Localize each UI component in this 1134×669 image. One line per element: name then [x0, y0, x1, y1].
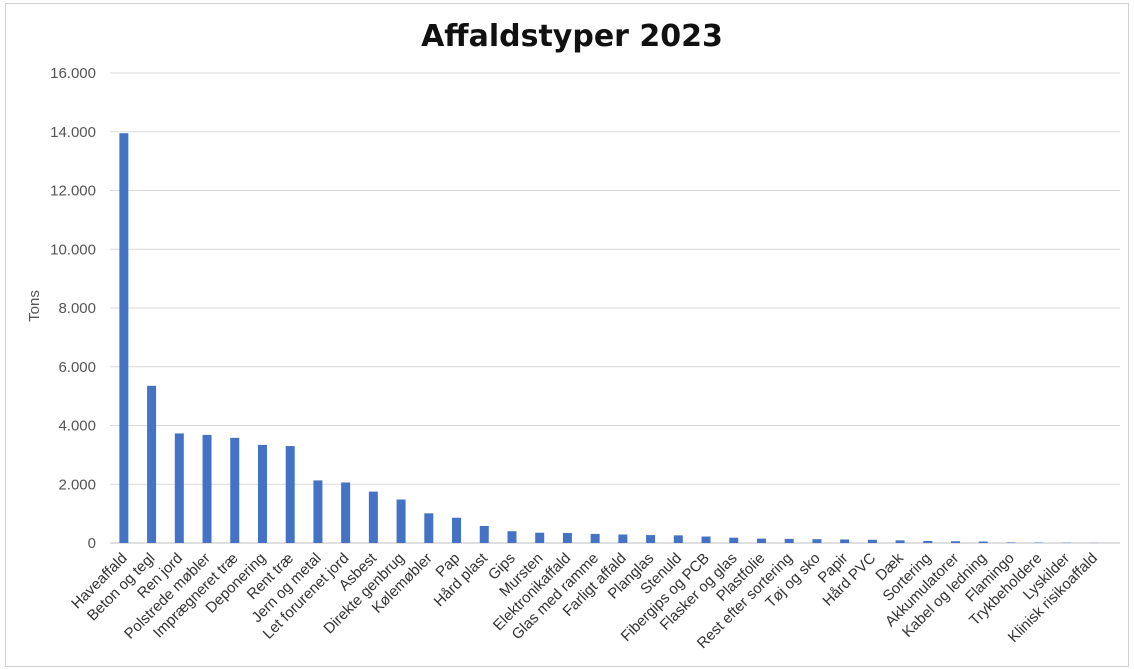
- bar: [507, 531, 517, 543]
- bar: [479, 525, 489, 543]
- bar: [923, 540, 933, 543]
- bar: [867, 539, 877, 543]
- y-tick-label: 4.000: [58, 418, 96, 435]
- bar: [341, 482, 351, 543]
- bar: [257, 444, 267, 543]
- bar: [562, 533, 572, 543]
- bar: [202, 434, 212, 543]
- y-tick-label: 14.000: [50, 124, 96, 141]
- bar: [756, 538, 766, 543]
- y-tick-label: 10.000: [50, 241, 96, 258]
- chart-frame: [5, 3, 1129, 667]
- bar: [424, 513, 434, 543]
- bar: [729, 537, 739, 543]
- y-tick-label: 16.000: [50, 65, 96, 82]
- bar: [618, 534, 628, 543]
- bar: [174, 433, 184, 543]
- bar: [119, 133, 129, 543]
- bar: [230, 437, 240, 543]
- bar: [535, 532, 545, 543]
- y-tick-label: 0: [88, 535, 96, 552]
- chart-title: Affaldstyper 2023: [421, 19, 723, 54]
- bars: [119, 133, 1099, 543]
- bar: [590, 533, 600, 543]
- y-tick-label: 8.000: [58, 300, 96, 317]
- bar: [784, 538, 794, 543]
- bar: [840, 539, 850, 543]
- y-tick-label: 6.000: [58, 359, 96, 376]
- bar: [701, 536, 711, 543]
- bar: [368, 491, 378, 543]
- x-tick-label: Hård plast: [431, 549, 492, 610]
- bar: [673, 535, 683, 543]
- y-tick-label: 12.000: [50, 183, 96, 200]
- bar: [812, 539, 822, 543]
- y-axis-ticks: 0 2.000 4.000 6.000 8.000 10.000 12.000 14.000 1…: [50, 65, 96, 552]
- y-axis-label: Tons: [26, 290, 43, 322]
- bar: [313, 480, 323, 543]
- bar: [396, 499, 406, 543]
- bar: [951, 541, 961, 543]
- bar: [646, 535, 656, 543]
- y-tick-label: 2.000: [58, 476, 96, 493]
- bar: [285, 446, 295, 543]
- bar: [1006, 542, 1016, 543]
- bar: [147, 385, 157, 543]
- bar: [978, 541, 988, 543]
- bar: [452, 517, 462, 543]
- bar: [895, 540, 905, 543]
